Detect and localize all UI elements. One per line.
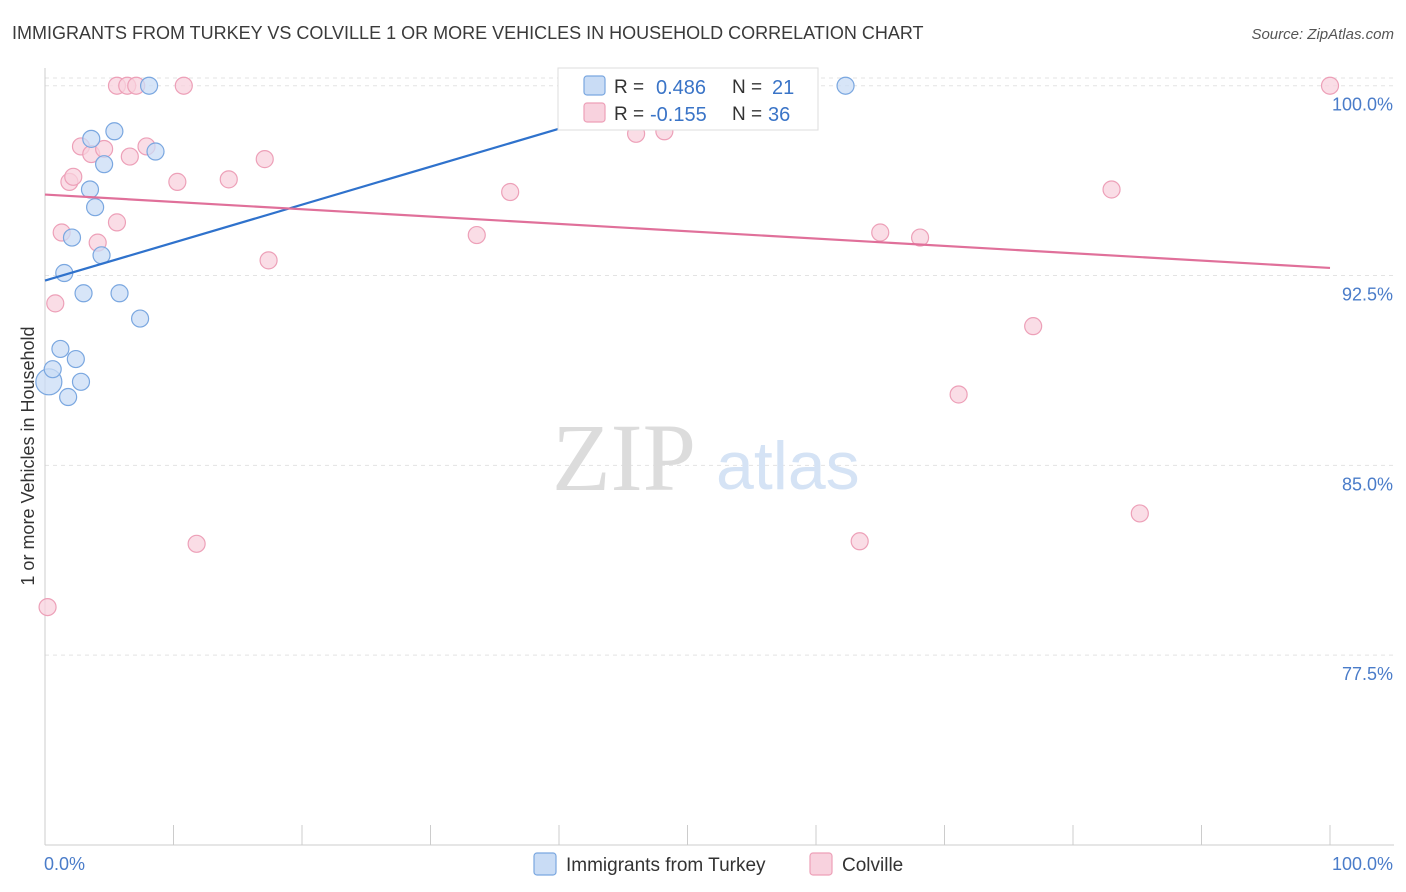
data-point — [501, 182, 520, 202]
watermark-atlas: atlas — [716, 428, 860, 504]
data-point — [139, 76, 159, 95]
x-tick-label: 0.0% — [44, 854, 85, 874]
data-point — [80, 180, 100, 199]
data-point — [1102, 180, 1121, 199]
data-point — [64, 167, 83, 186]
stats-swatch-colville — [583, 102, 606, 123]
data-point — [1130, 504, 1149, 523]
stats-n-label-colville: N = — [732, 104, 762, 125]
y-tick-label: 85.0% — [1342, 474, 1393, 494]
data-point — [43, 360, 62, 379]
data-point — [120, 147, 139, 166]
y-tick-label: 92.5% — [1342, 285, 1393, 305]
y-tick-label: 77.5% — [1342, 664, 1393, 684]
axes — [44, 68, 1394, 846]
trendline-colville — [44, 193, 1331, 270]
data-point — [467, 225, 486, 245]
x-tick-label: 100.0% — [1332, 854, 1393, 874]
data-point — [38, 597, 57, 617]
stats-n-value-colville: 36 — [768, 104, 790, 126]
data-point — [1320, 76, 1340, 95]
watermark: ZIP atlas — [552, 404, 860, 511]
gridlines — [45, 77, 1394, 656]
data-point — [46, 294, 65, 313]
scatter-points — [35, 76, 1340, 617]
x-ticks: 0.0% 100.0% — [44, 825, 1393, 874]
data-point — [107, 213, 127, 232]
stats-swatch-turkey — [583, 75, 606, 96]
stats-box: R = 0.486 N = 21 R = -0.155 N = 36 — [557, 67, 819, 131]
stats-r-label-turkey: R = — [614, 77, 644, 98]
data-point — [51, 339, 70, 359]
data-point — [836, 76, 855, 95]
stats-r-label-colville: R = — [614, 104, 644, 125]
legend-label-colville: Colville — [842, 855, 903, 876]
data-point — [74, 284, 93, 303]
legend: Immigrants from Turkey Colville — [533, 852, 903, 876]
chart-source: Source: ZipAtlas.com — [1251, 26, 1394, 43]
data-point — [82, 129, 101, 148]
data-point — [187, 534, 206, 553]
data-point — [71, 372, 91, 391]
chart-title: IMMIGRANTS FROM TURKEY VS COLVILLE 1 OR … — [12, 23, 924, 43]
data-point — [86, 198, 105, 217]
data-point — [130, 309, 150, 328]
data-point — [95, 155, 114, 174]
stats-r-value-colville: -0.155 — [650, 104, 707, 126]
data-point — [105, 122, 124, 141]
data-point — [174, 76, 193, 95]
data-point — [110, 284, 129, 303]
data-point — [146, 142, 165, 161]
legend-label-turkey: Immigrants from Turkey — [566, 855, 766, 876]
data-point — [168, 172, 187, 191]
data-point — [850, 532, 869, 551]
data-point — [219, 170, 238, 189]
data-point — [255, 150, 274, 169]
legend-swatch-colville — [809, 852, 833, 876]
y-axis-label: 1 or more Vehicles in Household — [18, 326, 38, 585]
stats-r-value-turkey: 0.486 — [656, 77, 706, 99]
data-point — [1024, 317, 1043, 336]
watermark-zip: ZIP — [552, 404, 696, 511]
y-ticks: 100.0% 92.5% 85.0% 77.5% — [1332, 95, 1393, 684]
stats-n-label-turkey: N = — [732, 77, 762, 98]
legend-swatch-turkey — [533, 852, 557, 876]
data-point — [910, 228, 930, 247]
data-point — [871, 223, 890, 242]
data-point — [66, 349, 85, 369]
data-point — [62, 228, 82, 247]
stats-n-value-turkey: 21 — [772, 77, 794, 99]
data-point — [59, 387, 78, 407]
data-point — [949, 385, 968, 404]
data-point — [259, 251, 278, 270]
y-tick-label: 100.0% — [1332, 95, 1393, 115]
